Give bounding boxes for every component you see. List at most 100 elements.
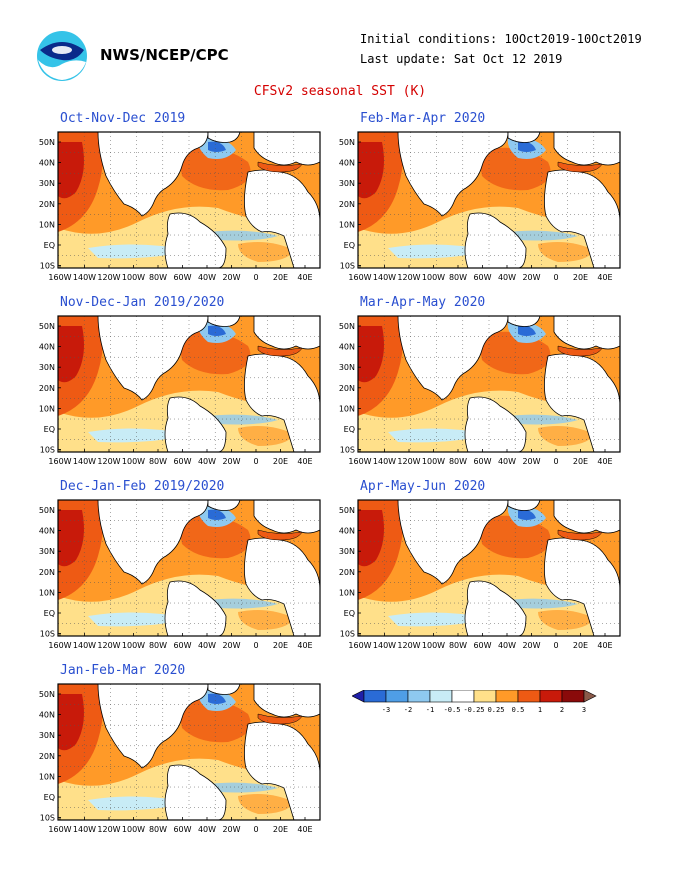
lon-label: 140W: [73, 273, 96, 282]
lon-label: 0: [253, 641, 258, 650]
panel-title: Dec-Jan-Feb 2019/2020: [60, 479, 225, 494]
last-update: Last update: Sat Oct 12 2019: [360, 52, 563, 66]
lat-label: 40N: [39, 159, 55, 168]
lon-label: 40W: [198, 641, 216, 650]
lat-label: 50N: [339, 322, 355, 331]
lon-label: 160W: [48, 641, 71, 650]
lat-label: 20N: [339, 200, 355, 209]
lon-label: 40E: [297, 825, 312, 834]
lon-label: 20W: [522, 457, 540, 466]
lon-label: 20E: [573, 273, 588, 282]
lon-label: 140W: [373, 273, 396, 282]
lon-label: 80W: [149, 273, 167, 282]
lat-label: 50N: [39, 690, 55, 699]
org-name: NWS/NCEP/CPC: [100, 46, 229, 64]
lon-label: 80W: [149, 457, 167, 466]
panel-title: Apr-May-Jun 2020: [360, 479, 486, 494]
lat-label: 10N: [39, 588, 55, 597]
colorbar-tick-label: 2: [560, 706, 564, 714]
lon-label: 40W: [498, 273, 516, 282]
lon-label: 0: [553, 457, 558, 466]
lon-label: 60W: [473, 273, 491, 282]
lat-label: 50N: [339, 138, 355, 147]
lon-label: 160W: [48, 825, 71, 834]
lat-label: 10N: [339, 404, 355, 413]
noaa-logo: [36, 30, 88, 86]
lat-label: 50N: [39, 138, 55, 147]
colorbar-cell: [451, 689, 475, 703]
lon-label: 40W: [498, 641, 516, 650]
colorbar-tick-label: -0.5: [444, 706, 461, 714]
lat-label: EQ: [344, 425, 355, 434]
colorbar: -3 -2 -1 -0.5 -0.25 0.25 0.5 1 2 3: [351, 689, 632, 720]
lat-label: 30N: [339, 179, 355, 188]
lon-label: 160W: [48, 457, 71, 466]
lat-label: 10S: [340, 446, 355, 455]
lon-label: 80W: [449, 641, 467, 650]
lon-label: 20W: [522, 641, 540, 650]
lat-label: 40N: [39, 711, 55, 720]
colorbar-tick-label: 1: [538, 706, 542, 714]
lat-label: 10S: [340, 630, 355, 639]
lon-label: 20W: [222, 457, 240, 466]
lon-label: 40W: [198, 457, 216, 466]
lon-label: 40E: [297, 273, 312, 282]
lon-label: 160W: [48, 273, 71, 282]
lat-label: 50N: [39, 506, 55, 515]
lat-label: 10N: [39, 220, 55, 229]
lon-label: 20E: [573, 641, 588, 650]
lon-label: 20E: [273, 825, 288, 834]
lon-label: 140W: [373, 457, 396, 466]
sst-map-panel: 50N 40N 30N 20N 10N EQ 10S 160W 140W 120W 100W 80W 6…: [336, 496, 636, 660]
lon-label: 0: [553, 273, 558, 282]
lon-label: 20E: [573, 457, 588, 466]
lat-label: 10S: [340, 262, 355, 271]
panel-title: Nov-Dec-Jan 2019/2020: [60, 295, 225, 310]
colorbar-cell: [429, 689, 453, 703]
lat-label: EQ: [344, 241, 355, 250]
lat-label: 30N: [39, 179, 55, 188]
lon-label: 0: [253, 457, 258, 466]
lon-label: 40E: [597, 273, 612, 282]
lon-label: 40W: [198, 825, 216, 834]
lon-label: 80W: [149, 641, 167, 650]
lat-label: EQ: [44, 425, 55, 434]
lon-label: 20W: [522, 273, 540, 282]
lon-label: 0: [553, 641, 558, 650]
colorbar-cell: [517, 689, 541, 703]
lat-label: 40N: [339, 159, 355, 168]
lon-label: 140W: [373, 641, 396, 650]
lat-label: EQ: [344, 609, 355, 618]
lon-label: 120W: [397, 641, 420, 650]
lon-label: 60W: [173, 641, 191, 650]
colorbar-cell: [539, 689, 563, 703]
lat-label: 30N: [39, 547, 55, 556]
lat-label: 20N: [39, 568, 55, 577]
lon-label: 140W: [73, 825, 96, 834]
colorbar-cell: [561, 689, 585, 703]
sst-map-panel: 50N 40N 30N 20N 10N EQ 10S 160W 140W 120W 100W 80W 6…: [36, 128, 336, 292]
lat-label: 40N: [39, 343, 55, 352]
lon-label: 40W: [198, 273, 216, 282]
lon-label: 160W: [348, 457, 371, 466]
colorbar-cell: [473, 689, 497, 703]
figure-title: CFSv2 seasonal SST (K): [253, 84, 427, 99]
lon-label: 120W: [397, 273, 420, 282]
lat-label: 20N: [339, 568, 355, 577]
lon-label: 80W: [149, 825, 167, 834]
colorbar-tick-label: 0.25: [488, 706, 505, 714]
colorbar-tick-label: -3: [382, 706, 390, 714]
lat-label: 10N: [339, 220, 355, 229]
lon-label: 60W: [173, 825, 191, 834]
lat-label: 30N: [339, 363, 355, 372]
lat-label: EQ: [44, 609, 55, 618]
colorbar-cell: [363, 689, 387, 703]
lon-label: 0: [253, 825, 258, 834]
lon-label: 60W: [473, 641, 491, 650]
colorbar-cell: [351, 689, 365, 703]
lon-label: 80W: [449, 273, 467, 282]
lon-label: 120W: [97, 825, 120, 834]
sst-map-panel: 50N 40N 30N 20N 10N EQ 10S 160W 140W 120W 100W 80W 6…: [36, 680, 336, 844]
lat-label: 10N: [339, 588, 355, 597]
lat-label: 20N: [39, 384, 55, 393]
